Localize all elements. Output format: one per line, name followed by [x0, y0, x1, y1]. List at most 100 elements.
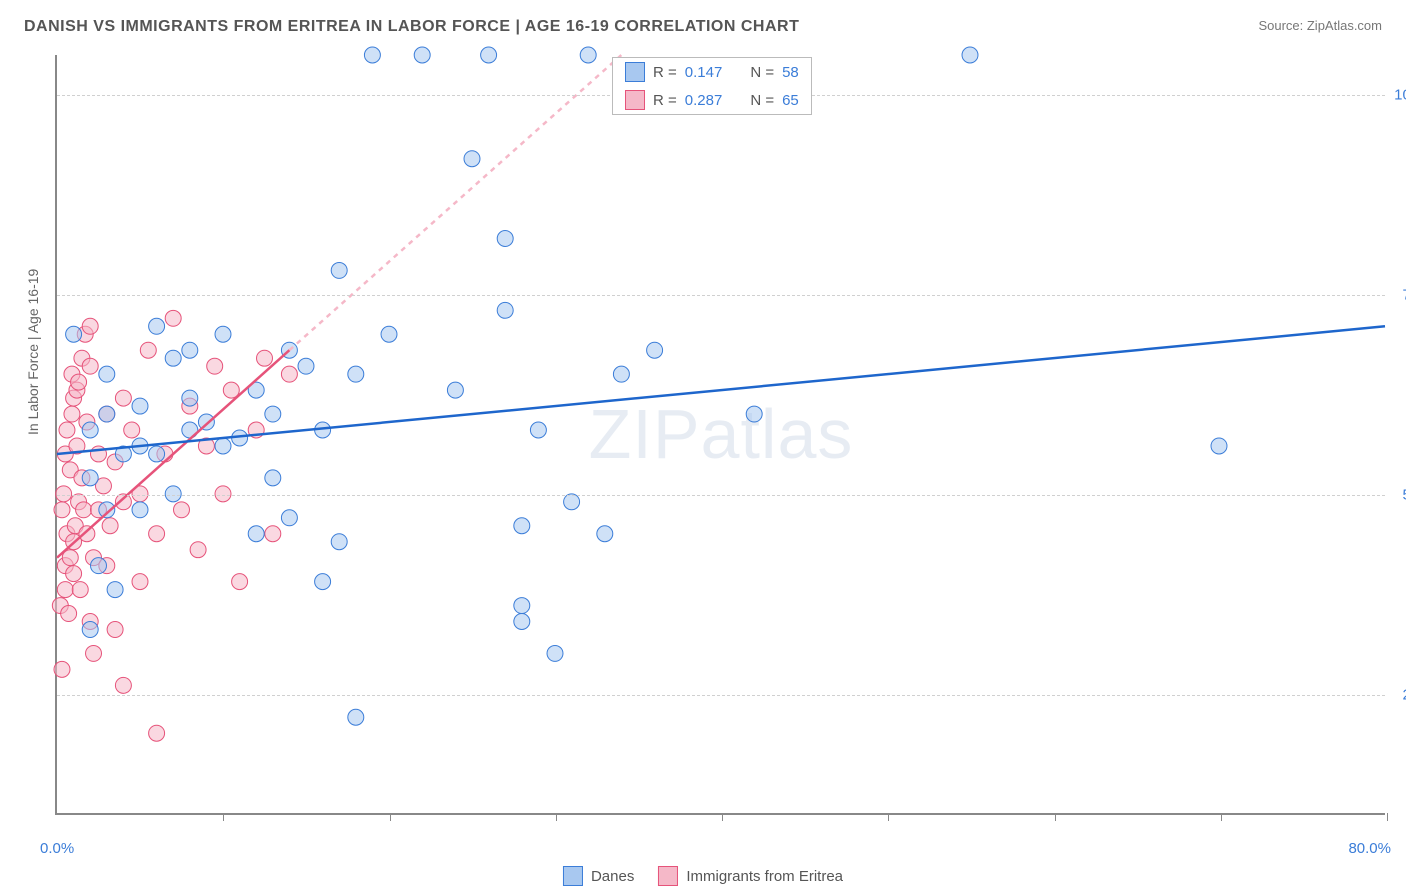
- legend-item-eritrea: Immigrants from Eritrea: [658, 866, 843, 886]
- r-value-eritrea: 0.287: [685, 92, 723, 109]
- r-value-danes: 0.147: [685, 64, 723, 81]
- data-point: [99, 406, 115, 422]
- data-point: [107, 622, 123, 638]
- data-point: [281, 510, 297, 526]
- legend-swatch-eritrea-b: [658, 866, 678, 886]
- data-point: [140, 342, 156, 358]
- n-value-danes: 58: [782, 64, 799, 81]
- legend-label-danes: Danes: [591, 868, 634, 885]
- legend-swatch-danes: [625, 62, 645, 82]
- data-point: [497, 302, 513, 318]
- data-point: [149, 526, 165, 542]
- data-point: [265, 406, 281, 422]
- data-point: [514, 614, 530, 630]
- data-point: [414, 47, 430, 63]
- data-point: [82, 422, 98, 438]
- data-point: [281, 366, 297, 382]
- data-point: [149, 318, 165, 334]
- y-tick-label: 25.0%: [1402, 687, 1406, 704]
- legend-swatch-danes-b: [563, 866, 583, 886]
- data-point: [132, 398, 148, 414]
- data-point: [82, 318, 98, 334]
- trend-line: [289, 55, 621, 350]
- data-point: [54, 502, 70, 518]
- data-point: [547, 645, 563, 661]
- data-point: [514, 598, 530, 614]
- y-tick-label: 75.0%: [1402, 287, 1406, 304]
- data-point: [149, 446, 165, 462]
- data-point: [298, 358, 314, 374]
- data-point: [613, 366, 629, 382]
- data-point: [315, 574, 331, 590]
- data-point: [165, 486, 181, 502]
- data-point: [215, 326, 231, 342]
- data-point: [265, 470, 281, 486]
- source-value: ZipAtlas.com: [1307, 18, 1382, 33]
- data-point: [1211, 438, 1227, 454]
- r-label: R =: [653, 92, 677, 109]
- data-point: [447, 382, 463, 398]
- data-point: [530, 422, 546, 438]
- data-point: [165, 350, 181, 366]
- data-point: [348, 709, 364, 725]
- data-point: [82, 622, 98, 638]
- legend-stats-row-eritrea: R = 0.287 N = 65: [613, 86, 811, 114]
- data-point: [331, 534, 347, 550]
- legend-swatch-eritrea: [625, 90, 645, 110]
- data-point: [514, 518, 530, 534]
- data-point: [182, 342, 198, 358]
- source-label: Source:: [1258, 18, 1306, 33]
- plot-area: ZIPatlas 25.0%50.0%75.0%100.0% R = 0.147…: [55, 55, 1385, 815]
- data-point: [190, 542, 206, 558]
- data-point: [72, 582, 88, 598]
- source-attribution: Source: ZipAtlas.com: [1258, 18, 1382, 33]
- x-origin-label: 0.0%: [40, 840, 74, 857]
- data-point: [257, 350, 273, 366]
- data-point: [182, 390, 198, 406]
- x-max-label: 80.0%: [1348, 840, 1391, 857]
- data-point: [124, 422, 140, 438]
- data-point: [56, 486, 72, 502]
- data-point: [71, 374, 87, 390]
- data-point: [86, 645, 102, 661]
- data-point: [64, 406, 80, 422]
- data-point: [102, 518, 118, 534]
- data-point: [364, 47, 380, 63]
- data-point: [647, 342, 663, 358]
- data-point: [464, 151, 480, 167]
- data-point: [381, 326, 397, 342]
- data-point: [198, 414, 214, 430]
- data-point: [215, 438, 231, 454]
- data-point: [79, 526, 95, 542]
- data-point: [597, 526, 613, 542]
- y-tick-label: 100.0%: [1394, 87, 1406, 104]
- data-point: [91, 558, 107, 574]
- legend-stats-box: R = 0.147 N = 58 R = 0.287 N = 65: [612, 57, 812, 115]
- data-point: [215, 486, 231, 502]
- data-point: [348, 366, 364, 382]
- data-point: [76, 502, 92, 518]
- data-point: [149, 725, 165, 741]
- data-point: [232, 574, 248, 590]
- r-label: R =: [653, 64, 677, 81]
- data-point: [82, 358, 98, 374]
- n-value-eritrea: 65: [782, 92, 799, 109]
- legend-label-eritrea: Immigrants from Eritrea: [686, 868, 843, 885]
- data-point: [248, 526, 264, 542]
- data-point: [497, 231, 513, 247]
- data-point: [115, 677, 131, 693]
- chart-svg: [57, 55, 1385, 813]
- data-point: [746, 406, 762, 422]
- data-point: [962, 47, 978, 63]
- data-point: [61, 606, 77, 622]
- data-point: [481, 47, 497, 63]
- legend-stats-row-danes: R = 0.147 N = 58: [613, 58, 811, 86]
- data-point: [331, 262, 347, 278]
- y-axis-label: In Labor Force | Age 16-19: [25, 269, 41, 435]
- n-label: N =: [750, 92, 774, 109]
- data-point: [82, 470, 98, 486]
- data-point: [207, 358, 223, 374]
- data-point: [59, 422, 75, 438]
- legend-item-danes: Danes: [563, 866, 634, 886]
- legend-series: Danes Immigrants from Eritrea: [563, 866, 843, 886]
